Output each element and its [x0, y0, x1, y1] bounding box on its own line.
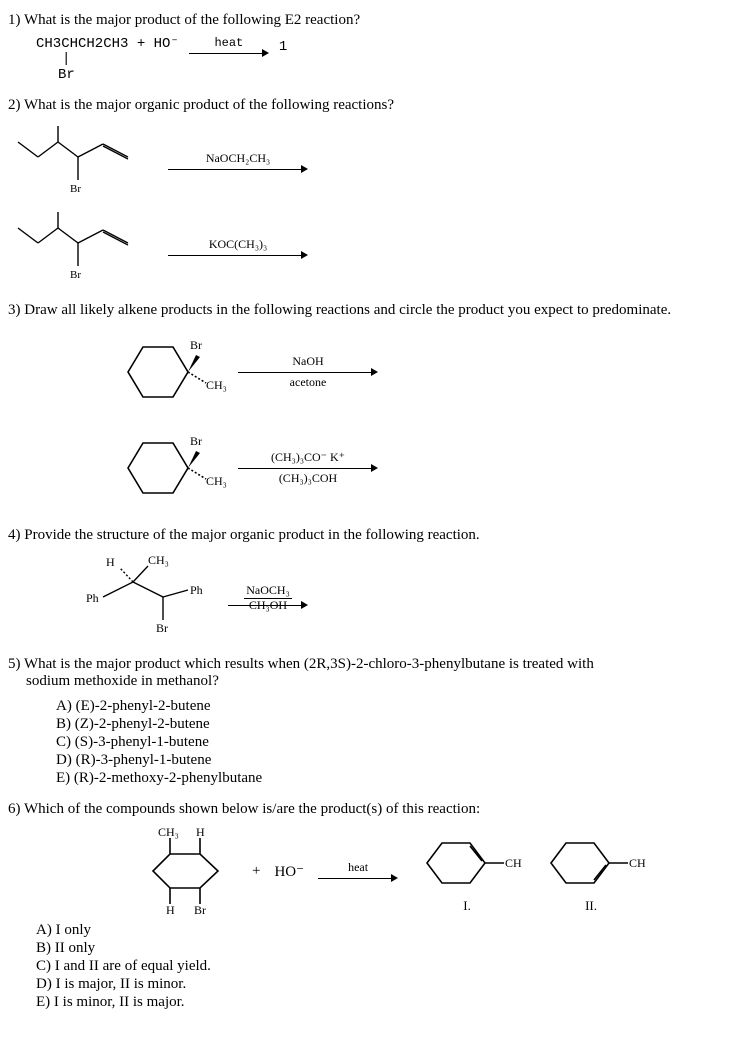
q1-sub-l3: Br [58, 67, 75, 83]
q3-rxn-b: Br CH₃ (CH₃)₃CO⁻ K⁺ (CH₃)₃COH [98, 423, 748, 513]
q6-product-2: CH₃ II. [536, 828, 646, 914]
q2-rxn-b: Br KOC(CH₃)₃ [8, 208, 748, 288]
q4-reaction: H CH₃ Ph Ph Br NaOCH₃ CH₃OH [68, 552, 748, 642]
q4-ch3: CH₃ [148, 553, 169, 567]
q6-plus: + [252, 863, 260, 880]
q6-substrate: CH₃ H H Br [128, 826, 238, 916]
q6-choice-c: C) I and II are of equal yield. [36, 958, 748, 975]
q6-choice-d: D) I is major, II is minor. [36, 976, 748, 993]
q6-roman-2: II. [536, 898, 646, 914]
q3b-br: Br [190, 434, 202, 448]
q4-top: NaOCH₃ [244, 584, 292, 598]
q3b-ch3: CH₃ [206, 474, 227, 488]
q3a-arrow: NaOH acetone [238, 354, 378, 390]
svg-text:CH₃: CH₃ [158, 826, 179, 839]
q2-rxn-a: Br NaOCH₂CH₃ [8, 122, 748, 202]
q6-roman-1: I. [412, 898, 522, 914]
q6-reaction: CH₃ H H Br + HO⁻ heat CH₃ I. [128, 826, 748, 916]
q1-substrate: CH3CHCH2CH3 + HO⁻ | Br [36, 37, 179, 83]
q2-prompt: 2) What is the major organic product of … [8, 97, 748, 114]
question-1: 1) What is the major product of the foll… [8, 12, 748, 83]
q3-prompt: 3) Draw all likely alkene products in th… [8, 302, 748, 319]
q4-ph-l: Ph [86, 591, 99, 605]
q5-choice-d: D) (R)-3-phenyl-1-butene [56, 752, 748, 769]
q5-choice-e: E) (R)-2-methoxy-2-phenylbutane [56, 770, 748, 787]
q4-ph-r: Ph [190, 583, 203, 597]
q3b-structure: Br CH₃ [98, 423, 228, 513]
q2a-br-label: Br [70, 183, 81, 195]
q4-arrow: NaOCH₃ CH₃OH [228, 584, 308, 609]
question-4: 4) Provide the structure of the major or… [8, 527, 748, 642]
q6-choice-b: B) II only [36, 940, 748, 957]
q6-choice-a: A) I only [36, 922, 748, 939]
q1-arrow: heat [189, 36, 269, 58]
q1-product-placeholder: 1 [279, 39, 287, 55]
question-5: 5) What is the major product which resul… [8, 656, 748, 787]
svg-text:CH₃: CH₃ [629, 856, 646, 870]
svg-text:CH₃: CH₃ [505, 856, 522, 870]
q3-rxn-a: Br CH₃ NaOH acetone [98, 327, 748, 417]
q5-choices: A) (E)-2-phenyl-2-butene B) (Z)-2-phenyl… [56, 698, 748, 787]
question-3: 3) Draw all likely alkene products in th… [8, 302, 748, 513]
q2b-arrow: KOC(CH₃)₃ [168, 237, 308, 260]
q6-product-1: CH₃ I. [412, 828, 522, 914]
q4-h: H [106, 555, 115, 569]
q2b-br-label: Br [70, 269, 81, 281]
svg-text:Br: Br [194, 903, 206, 916]
q3b-arrow: (CH₃)₃CO⁻ K⁺ (CH₃)₃COH [238, 450, 378, 486]
svg-text:H: H [196, 826, 205, 839]
q2a-arrow: NaOCH₂CH₃ [168, 151, 308, 174]
q4-br: Br [156, 621, 168, 635]
question-6: 6) Which of the compounds shown below is… [8, 801, 748, 1011]
q6-prompt: 6) Which of the compounds shown below is… [8, 801, 748, 818]
q3a-br: Br [190, 338, 202, 352]
q6-arrow: heat [318, 860, 398, 883]
q1-sub-l2: | [62, 51, 70, 67]
question-2: 2) What is the major organic product of … [8, 97, 748, 288]
q3a-structure: Br CH₃ [98, 327, 228, 417]
q1-reaction: CH3CHCH2CH3 + HO⁻ | Br heat 1 [36, 37, 748, 83]
q5-p1: 5) What is the major product which resul… [8, 656, 594, 672]
q2a-structure: Br [8, 122, 158, 202]
q5-p2: sodium methoxide in methanol? [26, 673, 219, 689]
q1-prompt: 1) What is the major product of the foll… [8, 12, 748, 29]
q5-prompt-l1: 5) What is the major product which resul… [8, 656, 748, 690]
q3b-bot: (CH₃)₃COH [279, 471, 337, 486]
q5-choice-a: A) (E)-2-phenyl-2-butene [56, 698, 748, 715]
q3a-ch3: CH₃ [206, 378, 227, 392]
q5-choice-b: B) (Z)-2-phenyl-2-butene [56, 716, 748, 733]
q2b-structure: Br [8, 208, 158, 288]
q4-structure: H CH₃ Ph Ph Br [68, 552, 218, 642]
q6-choice-e: E) I is minor, II is major. [36, 994, 748, 1011]
q1-sub-l1: CH3CHCH2CH3 + HO⁻ [36, 36, 179, 52]
q6-choices: A) I only B) II only C) I and II are of … [36, 922, 748, 1011]
q5-choice-c: C) (S)-3-phenyl-1-butene [56, 734, 748, 751]
q6-base: HO⁻ [274, 862, 304, 881]
q3a-bot: acetone [290, 375, 327, 390]
svg-text:H: H [166, 903, 175, 916]
q4-prompt: 4) Provide the structure of the major or… [8, 527, 748, 544]
